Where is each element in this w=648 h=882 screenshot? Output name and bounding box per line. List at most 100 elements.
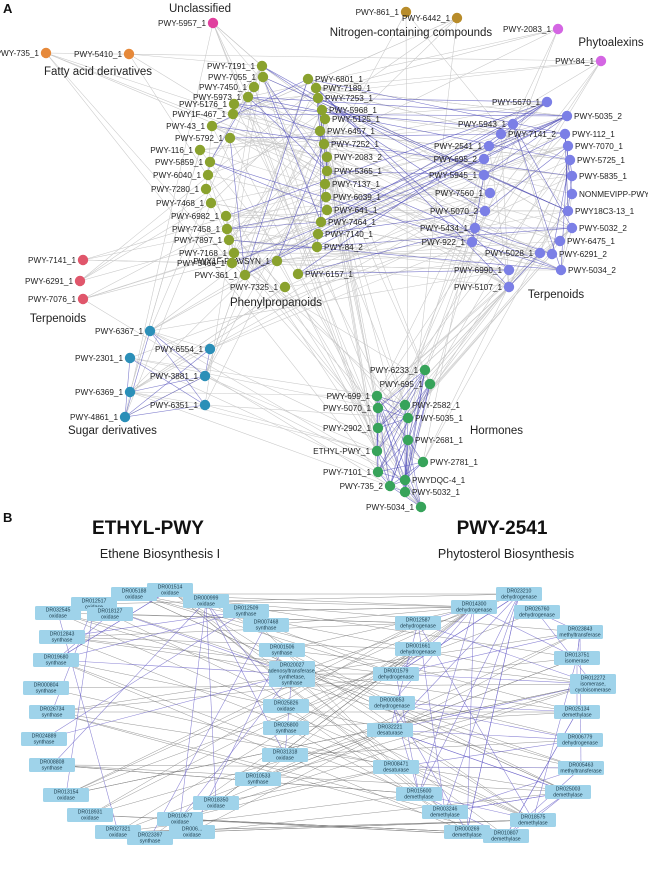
pathway-node-pwy-695-2[interactable]: PWY-695_2 xyxy=(434,153,490,165)
pathway-node-pwy-6442-1[interactable]: PWY-6442_1 xyxy=(402,12,463,24)
node-circle[interactable] xyxy=(541,96,553,108)
pathway-node-pwy-6040-1[interactable]: PWY-6040_1 xyxy=(153,169,214,181)
pathway-node-pwy-7141-2[interactable]: PWY-7141_2 xyxy=(495,128,557,140)
node-circle[interactable] xyxy=(315,216,327,228)
pathway-node-pwy-7252-1[interactable]: PWY-7252_1 xyxy=(318,138,380,150)
gene-box[interactable] xyxy=(21,732,67,746)
node-circle[interactable] xyxy=(302,73,314,85)
gene-box[interactable] xyxy=(395,642,441,656)
node-circle[interactable] xyxy=(207,17,219,29)
node-circle[interactable] xyxy=(566,170,578,182)
node-circle[interactable] xyxy=(319,178,331,190)
gene-box[interactable] xyxy=(235,772,281,786)
gene-box[interactable] xyxy=(43,788,89,802)
pathway-node-pwy-116-1[interactable]: PWY-116_1 xyxy=(150,144,206,156)
node-circle[interactable] xyxy=(562,140,574,152)
pathway-node-pwy-2301-1[interactable]: PWY-2301_1 xyxy=(75,352,136,364)
gene-box[interactable] xyxy=(373,667,419,681)
node-circle[interactable] xyxy=(483,140,495,152)
gene-box[interactable] xyxy=(451,600,497,614)
pathway-node-pwy-5070-1[interactable]: PWY-5070_1 xyxy=(323,402,384,414)
pathway-node-pwy18c3-13-1[interactable]: PWY18C3-13_1 xyxy=(562,205,635,217)
pathway-node-nonmevipp-pwy-1[interactable]: NONMEVIPP-PWY_1 xyxy=(566,188,648,200)
pathway-node-pwy-6457-1[interactable]: PWY-6457_1 xyxy=(314,125,376,137)
node-circle[interactable] xyxy=(451,12,463,24)
pathway-node-pwy-6367-1[interactable]: PWY-6367_1 xyxy=(95,325,156,337)
pathway-node-pwy-6982-1[interactable]: PWY-6982_1 xyxy=(171,210,232,222)
node-circle[interactable] xyxy=(371,390,383,402)
node-circle[interactable] xyxy=(566,188,578,200)
node-circle[interactable] xyxy=(239,269,251,281)
node-circle[interactable] xyxy=(478,153,490,165)
node-circle[interactable] xyxy=(228,98,240,110)
node-circle[interactable] xyxy=(199,370,211,382)
node-circle[interactable] xyxy=(314,125,326,137)
pathway-node-pwy-5670-1[interactable]: PWY-5670_1 xyxy=(492,96,553,108)
node-circle[interactable] xyxy=(321,165,333,177)
pathway-node-pwy-5107-1[interactable]: PWY-5107_1 xyxy=(454,281,515,293)
node-circle[interactable] xyxy=(562,205,574,217)
node-circle[interactable] xyxy=(312,92,324,104)
pathway-node-pwy-43-1[interactable]: PWY-43_1 xyxy=(166,120,218,132)
node-circle[interactable] xyxy=(257,71,269,83)
node-circle[interactable] xyxy=(206,120,218,132)
gene-box[interactable] xyxy=(554,705,600,719)
node-circle[interactable] xyxy=(199,399,211,411)
pathway-node-pwy-7191-1[interactable]: PWY-7191_1 xyxy=(207,60,268,72)
pathway-node-pwy-2902-1[interactable]: PWY-2902_1 xyxy=(323,422,384,434)
gene-box[interactable] xyxy=(396,787,442,801)
gene-box[interactable] xyxy=(193,796,239,810)
node-circle[interactable] xyxy=(311,241,323,253)
node-circle[interactable] xyxy=(310,82,322,94)
pathway-node-pwy-641-1[interactable]: PWY-641_1 xyxy=(321,204,378,216)
pathway-node-pwy-2681-1[interactable]: PWY-2681_1 xyxy=(402,434,464,446)
pathway-node-pwy-7141-1[interactable]: PWY-7141_1 xyxy=(28,254,89,266)
node-circle[interactable] xyxy=(74,275,86,287)
pathway-node-pwy-7464-1[interactable]: PWY-7464_1 xyxy=(315,216,377,228)
pathway-node-pwy-5943-1[interactable]: PWY-5943_1 xyxy=(458,118,519,130)
gene-box[interactable] xyxy=(262,748,308,762)
pathway-node-pwy-7458-1[interactable]: PWY-7458_1 xyxy=(172,223,233,235)
pathway-node-pwy-5034-2[interactable]: PWY-5034_2 xyxy=(555,264,617,276)
gene-box[interactable] xyxy=(558,761,604,775)
pathway-node-pwy-695-1[interactable]: PWY-695_1 xyxy=(380,378,436,390)
gene-box[interactable] xyxy=(39,630,85,644)
node-circle[interactable] xyxy=(559,128,571,140)
pathway-node-pwy-6291-1[interactable]: PWY-6291_1 xyxy=(25,275,86,287)
gene-box[interactable] xyxy=(33,653,79,667)
node-circle[interactable] xyxy=(124,352,136,364)
node-circle[interactable] xyxy=(534,247,546,259)
node-circle[interactable] xyxy=(228,247,240,259)
node-circle[interactable] xyxy=(40,47,52,59)
pathway-node-pwy-5176-1[interactable]: PWY-5176_1 xyxy=(179,98,240,110)
node-circle[interactable] xyxy=(312,228,324,240)
node-circle[interactable] xyxy=(256,60,268,72)
pathway-node-pwy-7076-1[interactable]: PWY-7076_1 xyxy=(28,293,89,305)
pathway-node-pwy-7055-1[interactable]: PWY-7055_1 xyxy=(208,71,269,83)
gene-box[interactable] xyxy=(29,705,75,719)
gene-box[interactable] xyxy=(557,733,603,747)
pathway-node-pwy-7560-1[interactable]: PWY-7560_1 xyxy=(435,187,496,199)
node-circle[interactable] xyxy=(424,378,436,390)
pathway-node-pwy-2541-1[interactable]: PWY-2541_1 xyxy=(434,140,495,152)
pathway-node-pwy-5725-1[interactable]: PWY-5725_1 xyxy=(564,154,626,166)
pathway-node-pwy-5968-1[interactable]: PWY-5968_1 xyxy=(316,104,378,116)
gene-box[interactable] xyxy=(263,699,309,713)
gene-box[interactable] xyxy=(444,825,490,839)
gene-box[interactable] xyxy=(557,625,603,639)
